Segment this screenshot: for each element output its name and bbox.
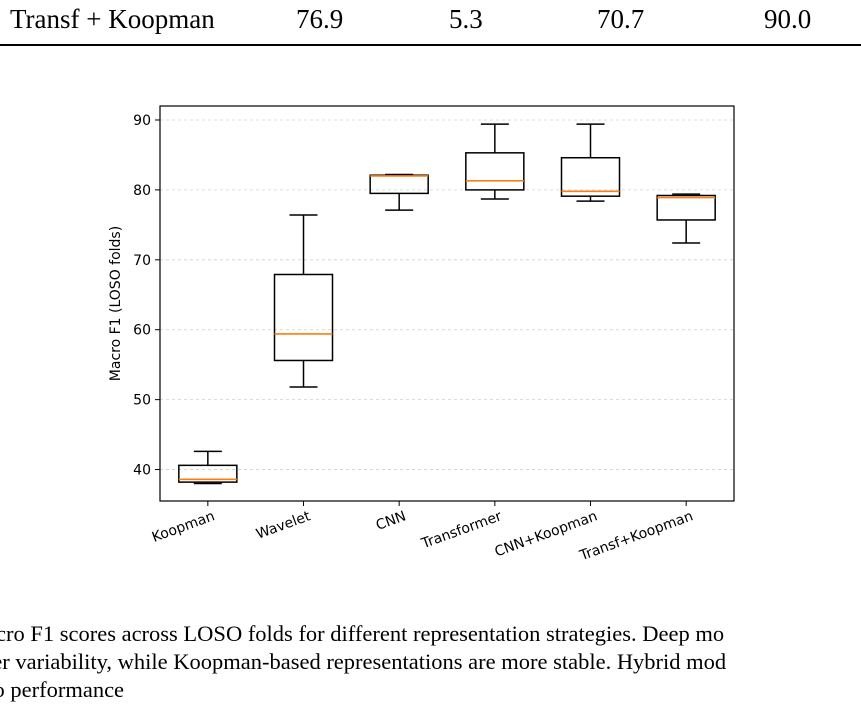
- x-tick-label-wavelet: Wavelet: [254, 508, 313, 543]
- boxplot-chart: 40 50 60 70 80 90 Koopman Wavelet CNN Transforme…: [108, 105, 735, 565]
- x-tick-label-transformer: Transformer: [419, 508, 505, 552]
- x-axis-ticks: Koopman Wavelet CNN TransformerCNN+KoopmanT…: [150, 501, 695, 565]
- box-iqr-cnn-koopman: [560, 156, 621, 197]
- y-tick-label-50: 50: [133, 393, 151, 409]
- figure-caption: acro F1 scores across LOSO folds for dif…: [0, 620, 861, 704]
- y-tick-label-90: 90: [133, 113, 151, 129]
- table-cell-method: Transf + Koopman: [10, 4, 215, 34]
- table-row-transf-koopman: Transf + Koopman 76.9 5.3 70.7 90.0: [0, 0, 861, 46]
- box-cnn-koopman: [560, 123, 621, 202]
- box-iqr-transf-koopman: [656, 194, 716, 221]
- x-tick-label-cnn: CNN: [374, 508, 408, 534]
- box-transformer: [465, 123, 525, 200]
- box-iqr-transformer: [465, 152, 525, 191]
- box-iqr-wavelet: [273, 273, 334, 362]
- y-tick-label-70: 70: [133, 253, 151, 269]
- table-cell-std: 5.3: [449, 4, 483, 34]
- y-tick-label-60: 60: [133, 323, 151, 339]
- box-iqr-koopman: [178, 464, 238, 483]
- box-plots: [178, 123, 716, 485]
- box-cnn: [369, 173, 429, 211]
- caption-line-3: ro performance: [0, 677, 125, 702]
- x-tick-label-koopman: Koopman: [150, 508, 217, 545]
- table-cell-min: 70.7: [597, 4, 645, 34]
- table-cell-max: 90.0: [764, 4, 812, 34]
- box-transf-koopman: [656, 193, 716, 244]
- table-cell-mean: 76.9: [296, 4, 344, 34]
- y-axis-ticks: 40 50 60 70 80 90: [133, 113, 160, 479]
- caption-line-2: ler variability, while Koopman-based rep…: [0, 649, 727, 674]
- plot-frame: [159, 105, 735, 502]
- y-axis-label: Macro F1 (LOSO folds): [108, 226, 124, 381]
- y-tick-label-80: 80: [133, 183, 151, 199]
- grid-lines: [160, 119, 734, 470]
- box-koopman: [178, 450, 238, 485]
- y-tick-label-40: 40: [133, 463, 151, 479]
- caption-line-1: acro F1 scores across LOSO folds for dif…: [0, 621, 725, 646]
- box-iqr-cnn: [369, 174, 429, 195]
- box-wavelet: [273, 214, 334, 388]
